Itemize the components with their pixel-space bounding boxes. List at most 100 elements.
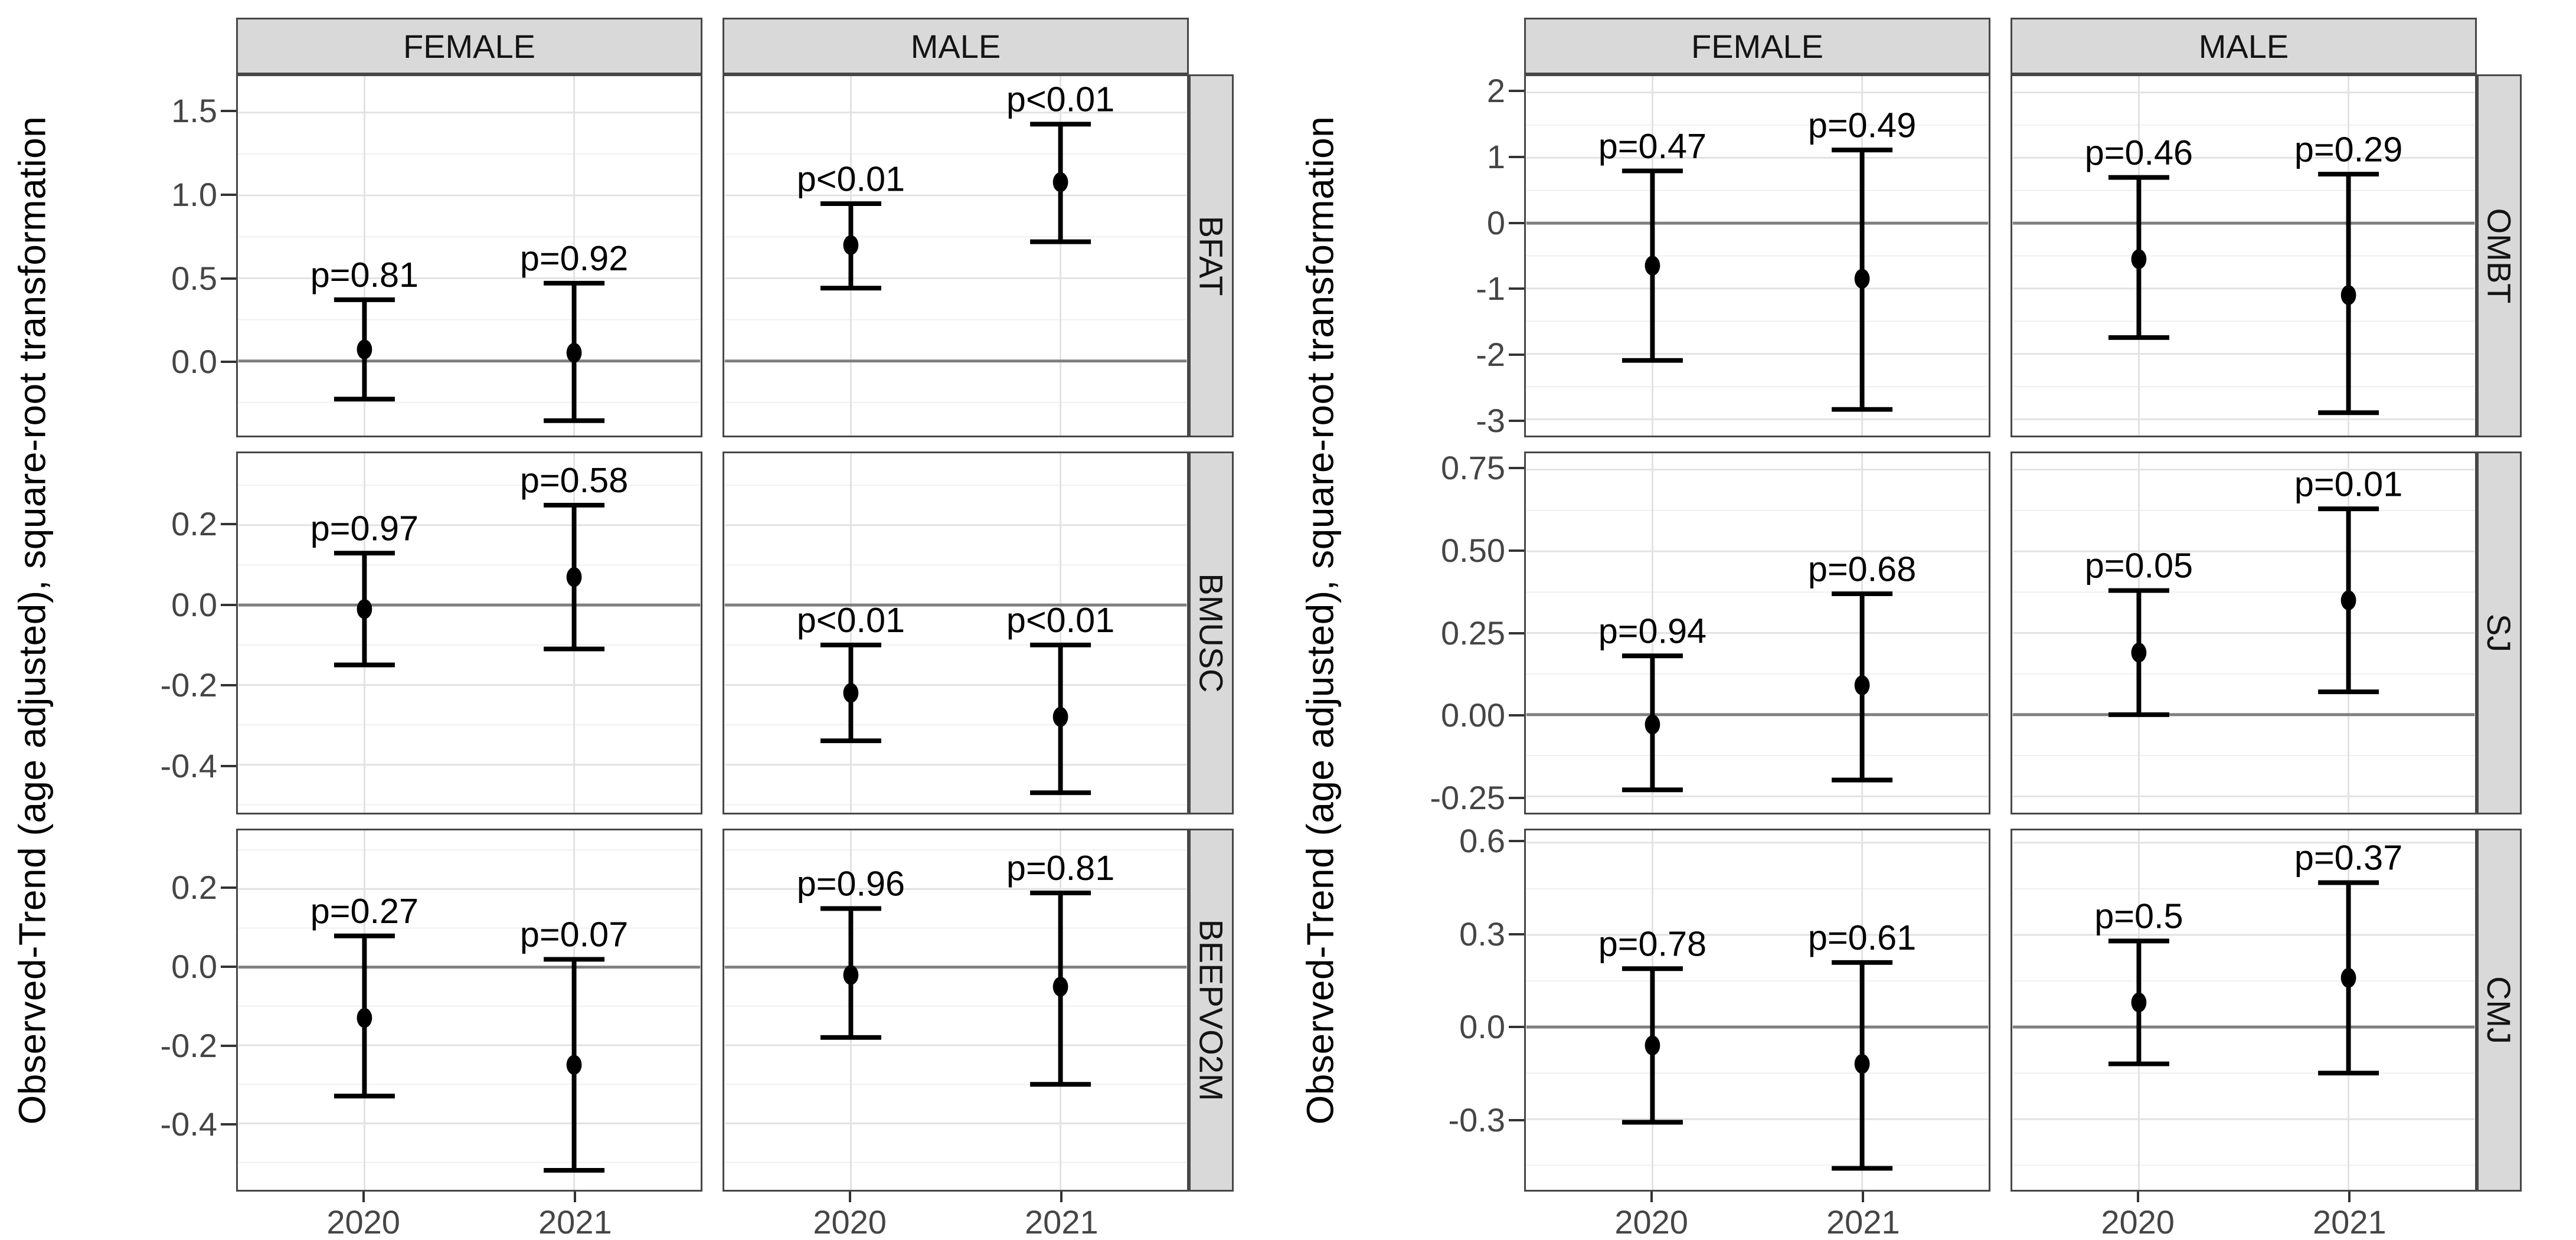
data-point [2340,285,2356,305]
y-tick-mark [1509,155,1524,158]
pointrange-2021: p<0.01 [1006,80,1114,244]
x-tick-label: 2020 [813,1203,887,1240]
panel-canvas: p=0.78 p=0.61 [1526,830,1989,1190]
chart-left-body-measures: Observed-Trend (age adjusted), square-ro… [11,18,1234,1240]
panel-canvas: p=0.5 p=0.37 [2012,830,2475,1190]
facet-strip-beepvo2m: BEEPVO2M [1189,829,1234,1192]
panel-female-bfat: p=0.81 p=0.92 [236,74,702,437]
data-point [566,342,582,363]
p-value-label: p=0.29 [2294,129,2402,169]
data-point [1645,256,1660,276]
x-tick-label: 2021 [1826,1203,1900,1240]
y-tick-mark [1509,354,1524,356]
y-tick-mark [221,277,236,280]
facet-strip-bfat: BFAT [1189,74,1234,437]
p-value-label: p=0.58 [520,460,628,500]
y-tick-label: 1.5 [171,92,217,130]
y-tick-label: 0.75 [1441,449,1505,486]
facet-strip-label: BFAT [1192,215,1230,296]
p-value-label: p=0.07 [520,915,628,954]
panel-canvas: p=0.97 p=0.58 [238,453,701,813]
data-point [1052,172,1068,192]
y-tick-mark [221,684,236,687]
y-tick-label: -0.2 [160,1026,218,1064]
panel-female-cmj: p=0.78 p=0.61 [1524,829,1990,1192]
y-tick-label: 2 [1486,71,1505,109]
x-tick-mark [2136,1192,2139,1202]
p-value-label: p=0.92 [520,238,628,278]
p-value-label: p<0.01 [797,159,905,198]
panel-canvas: p=0.05 p=0.01 [2012,453,2475,813]
y-tick-mark [221,765,236,767]
panel-female-bmusc: p=0.97 p=0.58 [236,451,702,814]
data-point [566,567,582,587]
y-tick-label: 0.0 [171,585,217,623]
data-point [357,339,372,359]
p-value-label: p=0.68 [1808,549,1916,588]
panel-canvas: p=0.27 p=0.07 [238,830,701,1190]
panel-male-beepvo2m: p=0.96 p=0.81 [723,829,1189,1192]
y-tick-label: -1 [1476,270,1505,307]
panel-male-ombt: p=0.46 p=0.29 [2011,74,2477,437]
y-tick-mark [221,886,236,889]
plot-area-right: FEMALE MALE OMBT 2 1 0 -1 -2 -3 p=0.47 p=0.49 p=0.4… [1288,0,2576,1240]
y-tick-label: 0.6 [1459,822,1505,860]
data-point [1854,269,1870,289]
pointrange-2020: p=0.81 [310,255,419,402]
pointrange-2021: p<0.01 [1006,600,1114,796]
y-tick-label: 0.2 [171,869,217,907]
pointrange-2020: p=0.27 [310,891,419,1099]
y-tick-label: -0.4 [160,747,218,784]
y-tick-label: -2 [1476,336,1505,374]
x-tick-mark [1862,1192,1865,1202]
facet-strip-label: CMJ [2480,976,2518,1045]
facet-strip-label: BMUSC [1192,573,1230,693]
y-tick-label: 1 [1486,138,1505,175]
p-value-label: p=0.37 [2294,838,2402,878]
y-tick-mark [1509,287,1524,290]
x-tick-label: 2020 [1614,1203,1688,1240]
data-point [1645,1035,1660,1056]
p-value-label: p=0.5 [2094,897,2183,936]
x-tick-mark [848,1192,851,1202]
panel-male-cmj: p=0.5 p=0.37 [2011,829,2477,1192]
data-point [2340,590,2356,610]
p-value-label: p=0.81 [1006,848,1114,888]
data-point [1854,1053,1870,1074]
p-value-label: p=0.05 [2085,546,2193,585]
p-value-label: p=0.94 [1598,611,1707,650]
y-tick-mark [221,603,236,606]
pointrange-2021: p=0.07 [520,915,628,1173]
y-tick-label: -0.4 [160,1105,218,1143]
y-tick-label: 0 [1486,204,1505,241]
panel-canvas: p=0.96 p=0.81 [724,830,1187,1190]
p-value-label: p=0.27 [310,891,419,931]
facet-strip-female: FEMALE [1524,18,1990,74]
pointrange-2021: p=0.81 [1006,848,1114,1087]
y-tick-mark [221,523,236,525]
pointrange-2020: p<0.01 [797,159,905,291]
x-tick-mark [574,1192,577,1202]
panel-canvas: p=0.81 p=0.92 [238,76,701,436]
p-value-label: p=0.47 [1598,126,1707,166]
pointrange-2020: p<0.01 [797,600,905,744]
data-point [843,965,859,985]
panel-male-bmusc: p<0.01 p<0.01 [723,451,1189,814]
pointrange-2021: p=0.61 [1808,918,1916,1171]
y-tick-mark [221,1044,236,1047]
pointrange-2021: p=0.01 [2294,464,2402,695]
facet-strip-label: MALE [910,27,1001,65]
x-tick-label: 2020 [2101,1203,2175,1240]
x-tick-mark [2348,1192,2351,1202]
data-point [2131,992,2147,1013]
facet-strip-label: OMBT [2480,208,2518,304]
y-tick-label: 0.25 [1441,614,1505,652]
x-tick-label: 2020 [326,1203,400,1240]
pointrange-2021: p=0.58 [520,460,628,652]
y-tick-mark [1509,89,1524,92]
pointrange-2020: p=0.5 [2094,897,2183,1066]
facet-strip-male: MALE [723,18,1189,74]
panel-canvas: p=0.46 p=0.29 [2012,76,2475,436]
data-point [1052,706,1068,727]
y-tick-mark [1509,632,1524,634]
